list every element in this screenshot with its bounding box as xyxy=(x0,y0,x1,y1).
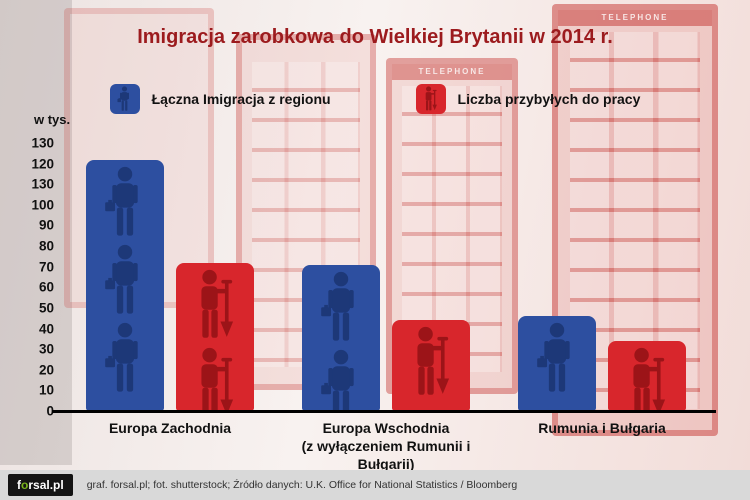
total-immigration-bar xyxy=(86,159,164,411)
bar-group xyxy=(302,143,470,411)
y-axis-tick: 100 xyxy=(31,197,54,213)
legend-item-work: Liczba przybyłych do pracy xyxy=(415,84,641,114)
person-icon xyxy=(103,322,147,398)
legend: Łączna Imigracja z regionu Liczba przyby… xyxy=(0,84,750,114)
worker-shovel-icon xyxy=(193,269,237,345)
telephone-sign: TELEPHONE xyxy=(558,10,712,26)
forsal-logo: forsal.pl xyxy=(8,474,73,496)
person-icon xyxy=(319,271,363,347)
person-icon xyxy=(103,166,147,242)
x-axis-label: Europa Zachodnia xyxy=(108,420,232,436)
x-axis-label: Europa Wschodnia (z wyłączeniem Rumunii i… xyxy=(301,420,471,473)
plot-area xyxy=(62,143,710,411)
legend-item-total: Łączna Imigracja z regionu xyxy=(109,84,331,114)
worker-shovel-icon xyxy=(625,347,669,411)
legend-label: Łączna Imigracja z regionu xyxy=(151,91,331,107)
y-axis-tick: 130 xyxy=(31,176,54,192)
total-immigration-bar xyxy=(302,264,380,411)
bar-groups xyxy=(62,143,710,411)
x-axis-label: Rumunia i Bułgaria xyxy=(538,420,666,436)
worker-shovel-icon xyxy=(415,84,446,114)
y-axis-tick: 130 xyxy=(31,135,54,151)
person-icon xyxy=(103,244,147,320)
total-immigration-bar xyxy=(518,316,596,411)
y-axis-unit: w tys. xyxy=(34,112,71,127)
y-axis-tick: 10 xyxy=(38,382,54,398)
y-axis-tick: 40 xyxy=(38,321,54,337)
y-axis-tick: 0 xyxy=(46,403,54,419)
y-axis-tick: 70 xyxy=(38,259,54,275)
bar-group xyxy=(86,143,254,411)
person-icon xyxy=(109,84,140,114)
y-axis-tick: 120 xyxy=(31,156,54,172)
x-axis-line xyxy=(52,410,716,413)
person-icon xyxy=(319,349,363,411)
telephone-sign: TELEPHONE xyxy=(392,64,512,80)
y-axis-tick: 50 xyxy=(38,300,54,316)
footer: forsal.pl graf. forsal.pl; fot. shutters… xyxy=(0,470,750,500)
legend-label: Liczba przybyłych do pracy xyxy=(457,91,641,107)
credits-text: graf. forsal.pl; fot. shutterstock; Źród… xyxy=(86,479,518,491)
y-axis-tick: 30 xyxy=(38,341,54,357)
x-axis-labels: Europa Zachodnia Europa Wschodnia (z wyłąc… xyxy=(62,419,710,474)
y-axis-tick: 60 xyxy=(38,279,54,295)
work-arrivals-bar xyxy=(608,340,686,411)
y-axis-tick: 80 xyxy=(38,238,54,254)
bar-group xyxy=(518,143,686,411)
worker-shovel-icon xyxy=(409,326,453,402)
y-axis-tick: 20 xyxy=(38,362,54,378)
y-axis: 130 120 130 100 90 80 70 60 50 40 30 20 10 0 xyxy=(0,136,54,419)
background-building xyxy=(0,0,72,465)
work-arrivals-bar xyxy=(176,262,254,411)
worker-shovel-icon xyxy=(193,347,237,411)
person-icon xyxy=(535,322,579,398)
chart-title: Imigracja zarobkowa do Wielkiej Brytanii… xyxy=(137,26,613,48)
y-axis-tick: 90 xyxy=(38,217,54,233)
work-arrivals-bar xyxy=(392,320,470,411)
